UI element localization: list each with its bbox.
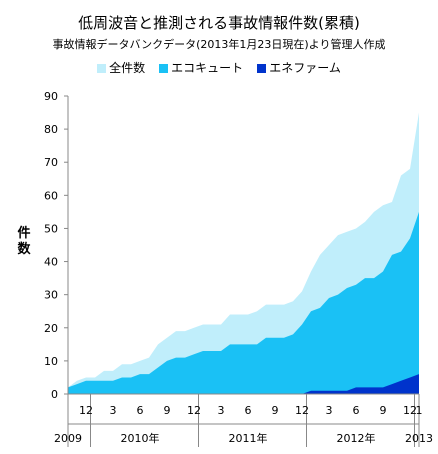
y-tick-label-70: 70 <box>44 156 58 169</box>
legend-swatch-ecocute <box>159 63 169 73</box>
x-tick-label-2011-03: 3 <box>218 404 225 417</box>
legend-label-total: 全件数 <box>109 61 146 75</box>
y-tick-label-80: 80 <box>44 123 58 136</box>
legend: 全件数 エコキュート エネファーム <box>0 60 438 76</box>
legend-item-ecocute: エコキュート <box>159 60 243 76</box>
y-tick-label-90: 90 <box>44 90 58 103</box>
chart-subtitle: 事故情報データバンクデータ(2013年1月23日現在)より管理人作成 <box>52 38 386 51</box>
y-tick-label-10: 10 <box>44 355 58 368</box>
x-tick-label-2011-12: 12 <box>295 404 309 417</box>
legend-label-enefarm: エネファーム <box>269 61 341 75</box>
y-tick-label-20: 20 <box>44 322 58 335</box>
area-series-1 <box>68 211 419 394</box>
x-tick-label-2012-06: 6 <box>353 404 360 417</box>
legend-item-total: 全件数 <box>97 60 145 76</box>
x-tick-label-2011-09: 9 <box>272 404 279 417</box>
y-tick-label-30: 30 <box>44 289 58 302</box>
y-tick-label-0: 0 <box>51 388 58 401</box>
legend-label-ecocute: エコキュート <box>171 61 244 75</box>
y-axis-label: 件数 <box>17 226 31 257</box>
area-series-2 <box>68 374 419 394</box>
x-tick-label-2010-12: 12 <box>187 404 201 417</box>
year-label-2011-06: 2011年 <box>229 431 268 445</box>
x-tick-label-2009-12: 12 <box>79 404 93 417</box>
year-label-2009-10: 2009 <box>54 432 82 445</box>
chart-title: 低周波音と推測される事故情報件数(累積) <box>78 14 360 32</box>
x-tick-label-2012-03: 3 <box>326 404 333 417</box>
x-tick-label-2010-09: 9 <box>164 404 171 417</box>
x-tick-label-2012-09: 9 <box>380 404 387 417</box>
legend-swatch-enefarm <box>257 63 267 73</box>
year-label-2010-06: 2010年 <box>121 431 160 445</box>
x-tick-label-2010-03: 3 <box>110 404 117 417</box>
x-tick-label-2011-06: 6 <box>245 404 252 417</box>
y-tick-label-50: 50 <box>44 222 58 235</box>
legend-swatch-total <box>97 63 107 73</box>
x-tick-label-2012-12: 12 <box>403 404 417 417</box>
y-tick-label-60: 60 <box>44 189 58 202</box>
x-tick-label-2013-01: 1 <box>416 404 423 417</box>
year-label-2012-06: 2012年 <box>337 431 376 445</box>
y-tick-label-40: 40 <box>44 256 58 269</box>
x-tick-label-2010-06: 6 <box>137 404 144 417</box>
legend-item-enefarm: エネファーム <box>257 60 341 76</box>
year-label-2013-01: 2013 <box>405 432 433 445</box>
